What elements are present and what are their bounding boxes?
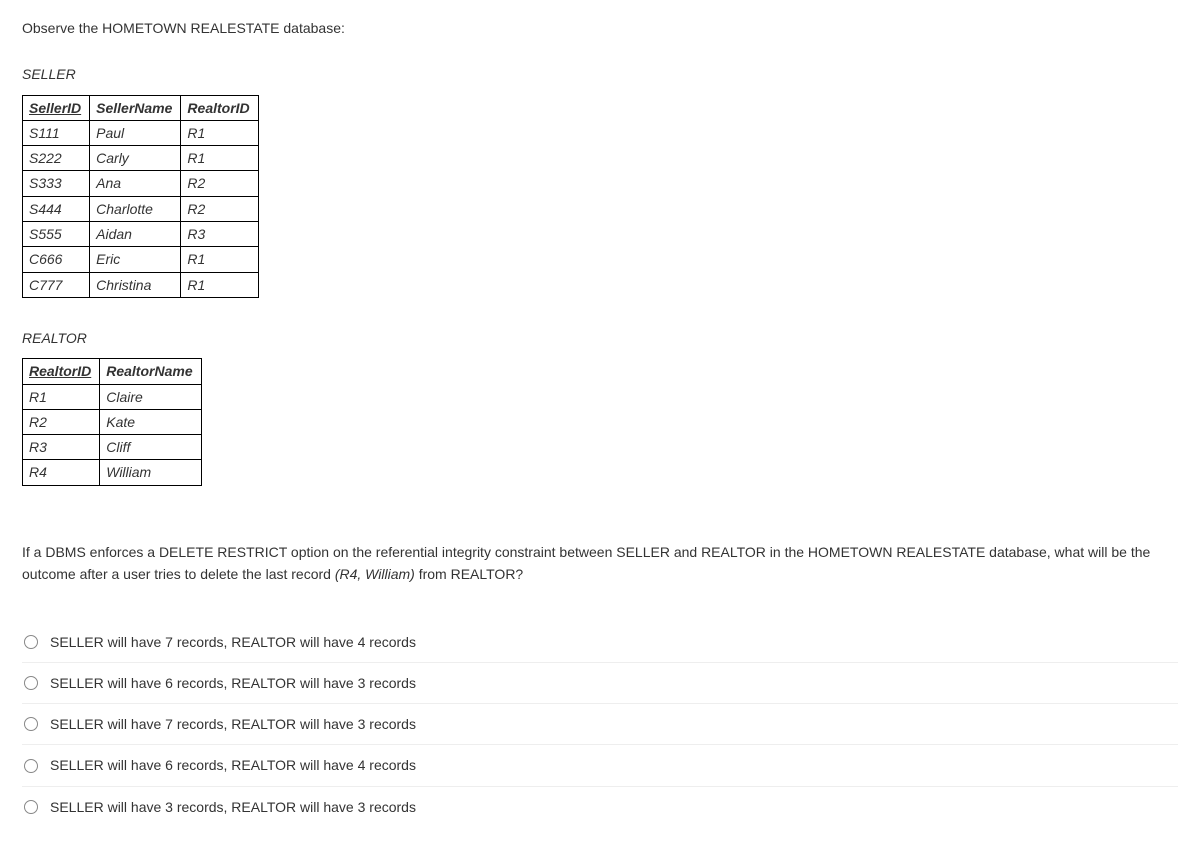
answer-option[interactable]: SELLER will have 3 records, REALTOR will… — [22, 787, 1178, 827]
table-cell: Eric — [90, 247, 181, 272]
answer-option[interactable]: SELLER will have 6 records, REALTOR will… — [22, 663, 1178, 704]
table-cell: C666 — [23, 247, 90, 272]
radio-icon[interactable] — [24, 717, 38, 731]
table-cell: Ana — [90, 171, 181, 196]
table-cell: R1 — [181, 146, 258, 171]
table-row: S555AidanR3 — [23, 222, 259, 247]
table-cell: R2 — [181, 171, 258, 196]
table-row: S222CarlyR1 — [23, 146, 259, 171]
seller-table-name: SELLER — [22, 64, 1178, 84]
answer-option-label: SELLER will have 6 records, REALTOR will… — [50, 755, 416, 775]
table-cell: S111 — [23, 120, 90, 145]
radio-icon[interactable] — [24, 800, 38, 814]
table-cell: Christina — [90, 272, 181, 297]
table-cell: R3 — [23, 435, 100, 460]
answer-option[interactable]: SELLER will have 6 records, REALTOR will… — [22, 745, 1178, 786]
radio-icon[interactable] — [24, 759, 38, 773]
realtor-table: RealtorIDRealtorName R1ClaireR2KateR3Cli… — [22, 358, 202, 485]
table-row: S444CharlotteR2 — [23, 196, 259, 221]
table-cell: R3 — [181, 222, 258, 247]
table-cell: R1 — [23, 384, 100, 409]
table-cell: S333 — [23, 171, 90, 196]
table-cell: R1 — [181, 247, 258, 272]
table-row: S333AnaR2 — [23, 171, 259, 196]
question-part2: from REALTOR? — [415, 566, 523, 582]
table-row: R1Claire — [23, 384, 202, 409]
column-header: RealtorID — [23, 359, 100, 384]
column-header: SellerID — [23, 95, 90, 120]
seller-table: SellerIDSellerNameRealtorID S111PaulR1S2… — [22, 95, 259, 298]
table-cell: Paul — [90, 120, 181, 145]
radio-icon[interactable] — [24, 676, 38, 690]
table-cell: R1 — [181, 120, 258, 145]
options-list: SELLER will have 7 records, REALTOR will… — [22, 622, 1178, 827]
table-cell: R2 — [23, 409, 100, 434]
question-italic: (R4, William) — [335, 566, 415, 582]
column-header: RealtorName — [100, 359, 201, 384]
answer-option-label: SELLER will have 3 records, REALTOR will… — [50, 797, 416, 817]
column-header: SellerName — [90, 95, 181, 120]
answer-option[interactable]: SELLER will have 7 records, REALTOR will… — [22, 704, 1178, 745]
table-cell: R2 — [181, 196, 258, 221]
question-part1: If a DBMS enforces a DELETE RESTRICT opt… — [22, 544, 1150, 582]
table-cell: Cliff — [100, 435, 201, 460]
table-row: S111PaulR1 — [23, 120, 259, 145]
table-cell: Aidan — [90, 222, 181, 247]
question-text: If a DBMS enforces a DELETE RESTRICT opt… — [22, 541, 1178, 586]
table-row: R2Kate — [23, 409, 202, 434]
table-cell: Charlotte — [90, 196, 181, 221]
table-row: C666EricR1 — [23, 247, 259, 272]
answer-option-label: SELLER will have 7 records, REALTOR will… — [50, 714, 416, 734]
radio-icon[interactable] — [24, 635, 38, 649]
column-header: RealtorID — [181, 95, 258, 120]
table-cell: Carly — [90, 146, 181, 171]
table-cell: C777 — [23, 272, 90, 297]
answer-option-label: SELLER will have 7 records, REALTOR will… — [50, 632, 416, 652]
table-cell: R1 — [181, 272, 258, 297]
table-cell: S555 — [23, 222, 90, 247]
table-cell: William — [100, 460, 201, 485]
table-cell: Claire — [100, 384, 201, 409]
table-row: R4William — [23, 460, 202, 485]
table-cell: S444 — [23, 196, 90, 221]
realtor-table-name: REALTOR — [22, 328, 1178, 348]
table-row: R3Cliff — [23, 435, 202, 460]
intro-text: Observe the HOMETOWN REALESTATE database… — [22, 18, 1178, 38]
table-cell: S222 — [23, 146, 90, 171]
answer-option[interactable]: SELLER will have 7 records, REALTOR will… — [22, 622, 1178, 663]
table-cell: R4 — [23, 460, 100, 485]
table-cell: Kate — [100, 409, 201, 434]
table-row: C777ChristinaR1 — [23, 272, 259, 297]
answer-option-label: SELLER will have 6 records, REALTOR will… — [50, 673, 416, 693]
